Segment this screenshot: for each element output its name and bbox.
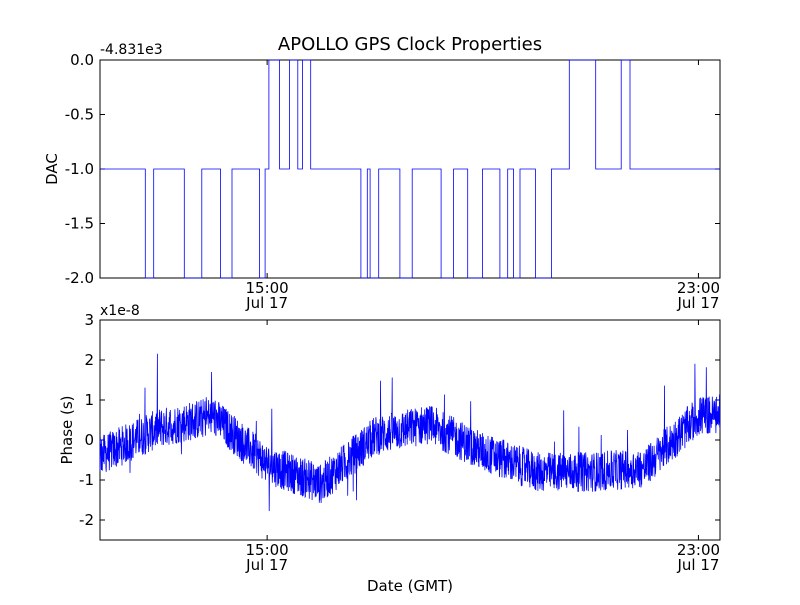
phase-axes-frame bbox=[99, 319, 721, 541]
phase-scale-label: x1e-8 bbox=[100, 303, 140, 319]
dac-xtick-date: Jul 17 bbox=[676, 294, 719, 312]
dac-xtick-time: 15:00 bbox=[246, 279, 289, 297]
phase-ytick-label: 3 bbox=[84, 311, 94, 329]
phase-ytick-label: 0 bbox=[84, 431, 94, 449]
phase-ytick-label: -1 bbox=[79, 471, 94, 489]
phase-ytick-label: -2 bbox=[79, 511, 94, 529]
dac-ytick-label: 0.0 bbox=[70, 51, 94, 69]
phase-xtick-time: 23:00 bbox=[677, 541, 720, 559]
phase-ytick-label: 1 bbox=[84, 391, 94, 409]
phase-x-axis-label: Date (GMT) bbox=[367, 577, 453, 595]
phase-xtick-date: Jul 17 bbox=[245, 556, 288, 574]
phase-y-axis-label: Phase (s) bbox=[58, 395, 76, 464]
dac-offset-label: -4.831e3 bbox=[100, 42, 163, 58]
dac-xtick-time: 23:00 bbox=[677, 279, 720, 297]
dac-axes-frame bbox=[99, 59, 721, 279]
chart-title: APOLLO GPS Clock Properties bbox=[278, 34, 542, 55]
phase-line bbox=[99, 353, 721, 512]
dac-ytick-label: -0.5 bbox=[65, 106, 94, 124]
dac-ytick-label: -1.0 bbox=[65, 160, 94, 178]
dac-line bbox=[100, 59, 720, 279]
dac-series bbox=[100, 59, 720, 279]
phase-series bbox=[99, 353, 721, 512]
dac-y-axis-label: DAC bbox=[43, 153, 61, 185]
dac-ytick-label: -2.0 bbox=[65, 269, 94, 287]
phase-xtick-time: 15:00 bbox=[246, 541, 289, 559]
phase-ytick-label: 2 bbox=[84, 351, 94, 369]
dac-xtick-date: Jul 17 bbox=[245, 294, 288, 312]
phase-xtick-date: Jul 17 bbox=[676, 556, 719, 574]
dac-ytick-label: -1.5 bbox=[65, 215, 94, 233]
